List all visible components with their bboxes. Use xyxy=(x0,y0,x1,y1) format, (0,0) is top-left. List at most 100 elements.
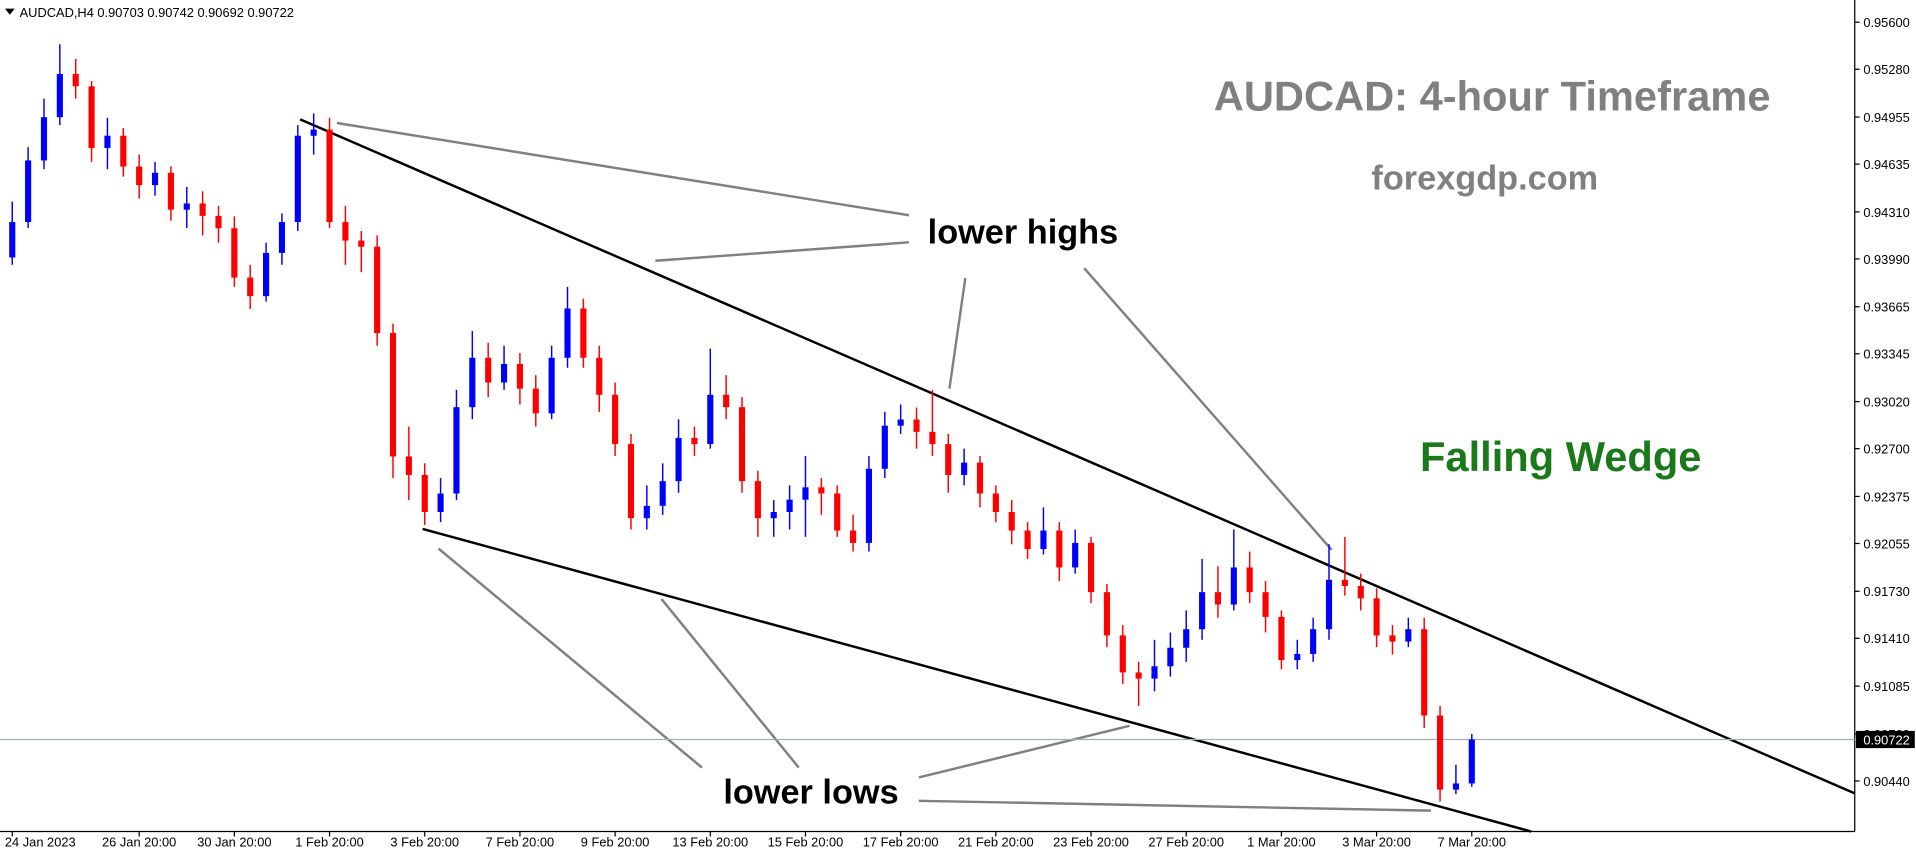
candle-body xyxy=(453,407,460,494)
candle-body xyxy=(1135,672,1142,679)
candle-body xyxy=(1310,629,1317,654)
x-tick-label: 23 Feb 20:00 xyxy=(1053,834,1129,849)
candle-body xyxy=(945,444,952,475)
candle-body xyxy=(612,394,619,445)
candle-body xyxy=(151,172,159,186)
candle-body xyxy=(88,86,95,149)
x-tick-label: 3 Feb 20:00 xyxy=(390,834,459,849)
candle-body xyxy=(850,530,857,543)
candle-body xyxy=(548,357,555,414)
candle-body xyxy=(834,493,841,531)
x-tick-label: 26 Jan 20:00 xyxy=(102,834,176,849)
y-tick-label: 0.93665 xyxy=(1863,300,1909,315)
candle-body xyxy=(881,425,888,469)
candle-body xyxy=(405,456,412,475)
candle-body xyxy=(818,487,825,494)
candle-body xyxy=(1119,635,1126,673)
candle-body xyxy=(976,462,984,494)
pointer xyxy=(1083,267,1333,551)
candle-body xyxy=(1230,567,1237,605)
y-tick-label: 0.91730 xyxy=(1863,584,1909,599)
x-tick-label: 15 Feb 20:00 xyxy=(768,834,844,849)
pointer xyxy=(655,241,910,263)
x-tick-label: 7 Feb 20:00 xyxy=(486,834,555,849)
candles xyxy=(9,44,1475,802)
candle-body xyxy=(374,246,381,334)
header-icon xyxy=(4,8,15,15)
annotation: Falling Wedge xyxy=(1420,433,1701,480)
candle-body xyxy=(1341,579,1348,586)
y-tick-label: 0.92055 xyxy=(1863,536,1909,551)
x-tick-label: 1 Mar 20:00 xyxy=(1247,834,1316,849)
subtitle: forexgdp.com xyxy=(1371,159,1598,197)
y-tick-label: 0.94955 xyxy=(1863,110,1909,125)
candle-body xyxy=(754,481,761,519)
candle-body xyxy=(1008,512,1015,531)
x-tick-label: 17 Feb 20:00 xyxy=(863,834,939,849)
candle-body xyxy=(929,431,936,445)
candle-body xyxy=(1278,616,1285,661)
candle-body xyxy=(215,215,222,229)
candle-body xyxy=(659,481,666,506)
x-tick-label: 27 Feb 20:00 xyxy=(1148,834,1224,849)
candle-body xyxy=(564,308,571,358)
header: AUDCAD,H4 0.90703 0.90742 0.90692 0.9072… xyxy=(20,5,294,20)
current-price-label: 0.90722 xyxy=(1863,732,1909,747)
candle-body xyxy=(183,203,190,210)
candle-body xyxy=(1373,598,1380,636)
candle-body xyxy=(1087,542,1095,593)
candle-body xyxy=(1199,592,1206,630)
candle-body xyxy=(500,363,508,383)
candle-body xyxy=(437,493,444,513)
upper-trendline xyxy=(299,118,1856,795)
candle-body xyxy=(231,228,238,278)
candle-body xyxy=(25,160,32,223)
candle-body xyxy=(897,419,904,426)
candle-body xyxy=(723,394,730,408)
y-tick-label: 0.95280 xyxy=(1863,62,1909,77)
candle-body xyxy=(1183,629,1190,648)
candle-body xyxy=(199,203,206,216)
pointer xyxy=(918,799,1431,812)
candle-body xyxy=(104,135,111,149)
candle-body xyxy=(1040,530,1047,550)
candle-body xyxy=(1452,783,1459,790)
y-tick-label: 0.94635 xyxy=(1863,157,1909,172)
current-price-box xyxy=(1855,730,1915,749)
x-tick-label: 24 Jan 2023 xyxy=(5,834,76,849)
candle-body xyxy=(72,73,79,87)
candle-body xyxy=(167,172,174,210)
candle-body xyxy=(770,512,777,519)
y-tick-label: 0.94310 xyxy=(1863,205,1909,220)
candle-body xyxy=(532,388,539,414)
candle-body xyxy=(1214,592,1222,605)
candle-body xyxy=(913,419,920,432)
pointer xyxy=(336,121,910,217)
y-tick-label: 0.93345 xyxy=(1863,347,1909,362)
annotation: lower lows xyxy=(723,773,898,811)
candle-body xyxy=(1468,739,1475,784)
candle-body xyxy=(389,333,397,457)
candle-body xyxy=(294,135,301,223)
x-tick-label: 1 Feb 20:00 xyxy=(295,834,364,849)
candle-body xyxy=(1056,530,1063,568)
candle-body xyxy=(1151,666,1158,679)
candle-body xyxy=(1294,653,1301,661)
candle-body xyxy=(136,166,143,186)
candle-body xyxy=(485,357,492,383)
candle-body xyxy=(786,499,793,513)
candle-body xyxy=(992,493,999,513)
pointers xyxy=(336,121,1431,812)
candle-body xyxy=(1167,647,1174,667)
x-tick-label: 3 Mar 20:00 xyxy=(1342,834,1411,849)
candle-body xyxy=(1389,635,1396,642)
chart-title: AUDCAD: 4-hour Timeframe xyxy=(1214,73,1771,120)
candle-body xyxy=(707,394,714,445)
candle-body xyxy=(358,240,365,247)
candle-body xyxy=(643,505,650,519)
candle-body xyxy=(120,135,127,167)
candle-body xyxy=(1357,585,1364,599)
